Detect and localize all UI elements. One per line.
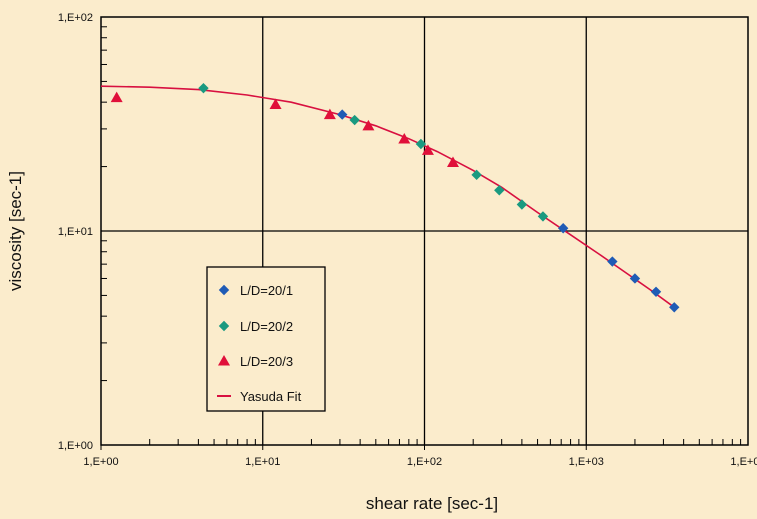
data-point [323, 108, 336, 120]
x-tick-label: 1,E+02 [407, 456, 442, 468]
data-point [415, 138, 427, 150]
y-tick-label: 1,E+00 [58, 440, 93, 452]
data-point [110, 91, 123, 103]
data-point [337, 109, 348, 120]
data-point [421, 144, 434, 155]
data-point [537, 211, 549, 222]
legend: L/D=20/1 L/D=20/2 L/D=20/3 Yasuda Fit [206, 266, 326, 412]
y-tick-label: 1,E+01 [58, 226, 93, 238]
data-point [516, 199, 528, 210]
data-point [349, 114, 360, 126]
data-point [269, 98, 282, 110]
legend-label: Yasuda Fit [240, 389, 302, 404]
data-point [607, 256, 618, 267]
data-point [362, 119, 375, 131]
data-point [198, 82, 209, 94]
data-point [629, 273, 641, 284]
legend-label: L/D=20/1 [240, 283, 293, 298]
data-point [669, 302, 680, 313]
x-tick-label: 1,E+04 [730, 456, 757, 468]
data-point [650, 286, 662, 297]
x-tick-label: 1,E+00 [83, 456, 118, 468]
x-axis-title: shear rate [sec-1] [366, 494, 498, 513]
legend-marker [218, 355, 230, 366]
x-tick-label: 1,E+01 [245, 456, 280, 468]
legend-marker [218, 320, 230, 332]
legend-marker [218, 284, 230, 296]
x-tick-labels: 1,E+00 1,E+01 1,E+02 1,E+03 1,E+04 [83, 456, 757, 468]
data-point [471, 169, 482, 181]
y-tick-label: 1,E+02 [58, 12, 93, 24]
data-point [557, 223, 569, 234]
y-axis-title: viscosity [sec-1] [6, 171, 25, 291]
y-tick-labels: 1,E+00 1,E+01 1,E+02 [58, 12, 93, 452]
data-point [494, 185, 505, 196]
legend-label: L/D=20/2 [240, 319, 293, 334]
data-markers [110, 82, 680, 313]
x-tick-label: 1,E+03 [569, 456, 604, 468]
data-point [398, 133, 411, 144]
data-point [446, 156, 459, 167]
legend-label: L/D=20/3 [240, 354, 293, 369]
